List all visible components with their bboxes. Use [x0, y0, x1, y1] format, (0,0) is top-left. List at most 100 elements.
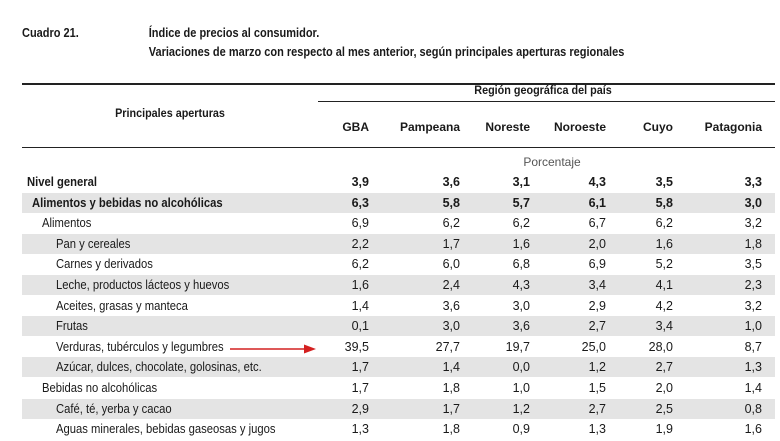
table-row: Carnes y derivados 6,2 6,0 6,8 6,9 5,2 3,5 [22, 254, 775, 274]
cell-value: 25,0 [581, 339, 606, 354]
header-bottom-rule [22, 147, 775, 148]
table-row: Verduras, tubérculos y legumbres 39,5 27,7… [22, 337, 775, 357]
table-row: Nivel general 3,9 3,6 3,1 4,3 3,5 3,3 [22, 172, 775, 192]
row-label: Aguas minerales, bebidas gaseosas y jugo… [56, 422, 276, 437]
cell-value: 1,3 [351, 422, 369, 437]
cell-value: 1,7 [442, 236, 460, 251]
cell-value: 2,5 [655, 401, 673, 416]
table-row: Pan y cereales 2,2 1,7 1,6 2,0 1,6 1,8 [22, 233, 775, 254]
cell-value: 6,3 [351, 195, 369, 210]
row-label: Verduras, tubérculos y legumbres [56, 339, 224, 354]
cell-value: 1,7 [442, 401, 460, 416]
cell-value: 3,3 [744, 175, 762, 189]
cell-value: 4,1 [655, 278, 673, 292]
cell-value: 39,5 [344, 339, 369, 354]
cell-value: 3,0 [442, 319, 460, 334]
cell-value: 2,2 [351, 236, 369, 251]
cell-value: 3,1 [512, 175, 530, 189]
cell-value: 4,3 [512, 278, 530, 292]
cell-value: 6,9 [588, 257, 606, 272]
table-row: Bebidas no alcohólicas 1,7 1,8 1,0 1,5 2,0 1,4 [22, 378, 775, 398]
table-row: Alimentos y bebidas no alcohólicas 6,3 5,8… [22, 192, 775, 213]
row-label: Frutas [56, 319, 88, 334]
row-label: Azúcar, dulces, chocolate, golosinas, et… [56, 360, 262, 375]
cell-value: 1,8 [744, 236, 762, 251]
cell-value: 1,7 [351, 381, 369, 395]
cell-value: 3,9 [351, 175, 369, 189]
row-label: Nivel general [27, 175, 98, 189]
cell-value: 5,2 [655, 257, 673, 272]
cell-value: 1,3 [588, 422, 606, 437]
row-label: Aceites, grasas y manteca [56, 298, 188, 313]
cell-value: 6,2 [351, 257, 369, 272]
table-number: Cuadro 21. [22, 26, 79, 40]
column-header: Cuyo [643, 120, 673, 134]
cell-value: 5,8 [442, 195, 460, 210]
cell-value: 5,7 [512, 195, 530, 210]
cell-value: 2,7 [588, 319, 606, 334]
cell-value: 3,4 [655, 319, 673, 334]
cell-value: 2,4 [442, 278, 460, 292]
cell-value: 27,7 [435, 339, 460, 354]
cell-value: 2,9 [588, 298, 606, 313]
cell-value: 8,7 [744, 339, 762, 354]
cell-value: 1,3 [744, 360, 762, 375]
cell-value: 2,3 [744, 278, 762, 292]
row-label: Alimentos [42, 216, 92, 231]
cell-value: 3,6 [442, 298, 460, 313]
cell-value: 3,0 [744, 195, 762, 210]
cell-value: 2,7 [588, 401, 606, 416]
cell-value: 1,2 [512, 401, 530, 416]
cell-value: 1,6 [744, 422, 762, 437]
cell-value: 6,2 [442, 216, 460, 231]
cell-value: 2,0 [655, 381, 673, 395]
cell-value: 1,4 [442, 360, 460, 375]
cell-value: 1,9 [655, 422, 673, 437]
row-label: Leche, productos lácteos y huevos [56, 278, 230, 292]
cell-value: 6,2 [655, 216, 673, 231]
cell-value: 6,8 [512, 257, 530, 272]
cell-value: 2,7 [655, 360, 673, 375]
cell-value: 28,0 [648, 339, 673, 354]
table-row: Alimentos 6,9 6,2 6,2 6,7 6,2 3,2 [22, 213, 775, 233]
cell-value: 4,2 [655, 298, 673, 313]
cell-value: 1,4 [744, 381, 762, 395]
cell-value: 3,6 [512, 319, 530, 334]
table-row: Azúcar, dulces, chocolate, golosinas, et… [22, 357, 775, 378]
cell-value: 4,3 [588, 175, 606, 189]
cell-value: 5,8 [655, 195, 673, 210]
table-subtitle: Variaciones de marzo con respecto al mes… [148, 45, 625, 59]
column-header: Patagonia [704, 120, 762, 134]
cell-value: 19,7 [505, 339, 530, 354]
cell-value: 0,9 [512, 422, 530, 437]
table-row: Frutas 0,1 3,0 3,6 2,7 3,4 1,0 [22, 316, 775, 337]
red-arrow-annotation [230, 344, 316, 354]
column-header: GBA [342, 120, 369, 134]
column-header: Pampeana [399, 120, 460, 134]
cell-value: 6,2 [512, 216, 530, 231]
cell-value: 1,7 [351, 360, 369, 375]
cell-value: 1,6 [351, 278, 369, 292]
unit-label: Porcentaje [523, 155, 581, 169]
cell-value: 0,0 [512, 360, 530, 375]
cell-value: 3,2 [744, 216, 762, 231]
top-rule [22, 83, 775, 85]
cell-value: 1,2 [588, 360, 606, 375]
column-header: Noroeste [553, 120, 606, 134]
cell-value: 3,5 [744, 257, 762, 272]
cell-value: 3,2 [744, 298, 762, 313]
row-header: Principales aperturas [115, 106, 225, 120]
cell-value: 1,5 [588, 381, 606, 395]
table-row: Café, té, yerba y cacao 2,9 1,7 1,2 2,7 2,5 0,… [22, 398, 775, 419]
cell-value: 1,8 [442, 381, 460, 395]
group-underline [318, 101, 775, 102]
cell-value: 6,0 [442, 257, 460, 272]
cell-value: 6,1 [588, 195, 606, 210]
cell-value: 2,9 [351, 401, 369, 416]
cell-value: 3,5 [655, 175, 673, 189]
row-label: Carnes y derivados [56, 257, 153, 272]
table-row: Leche, productos lácteos y huevos 1,6 2,4 4… [22, 275, 775, 295]
cell-value: 6,7 [588, 216, 606, 231]
cell-value: 1,0 [744, 319, 762, 334]
cell-value: 0,1 [351, 319, 369, 334]
